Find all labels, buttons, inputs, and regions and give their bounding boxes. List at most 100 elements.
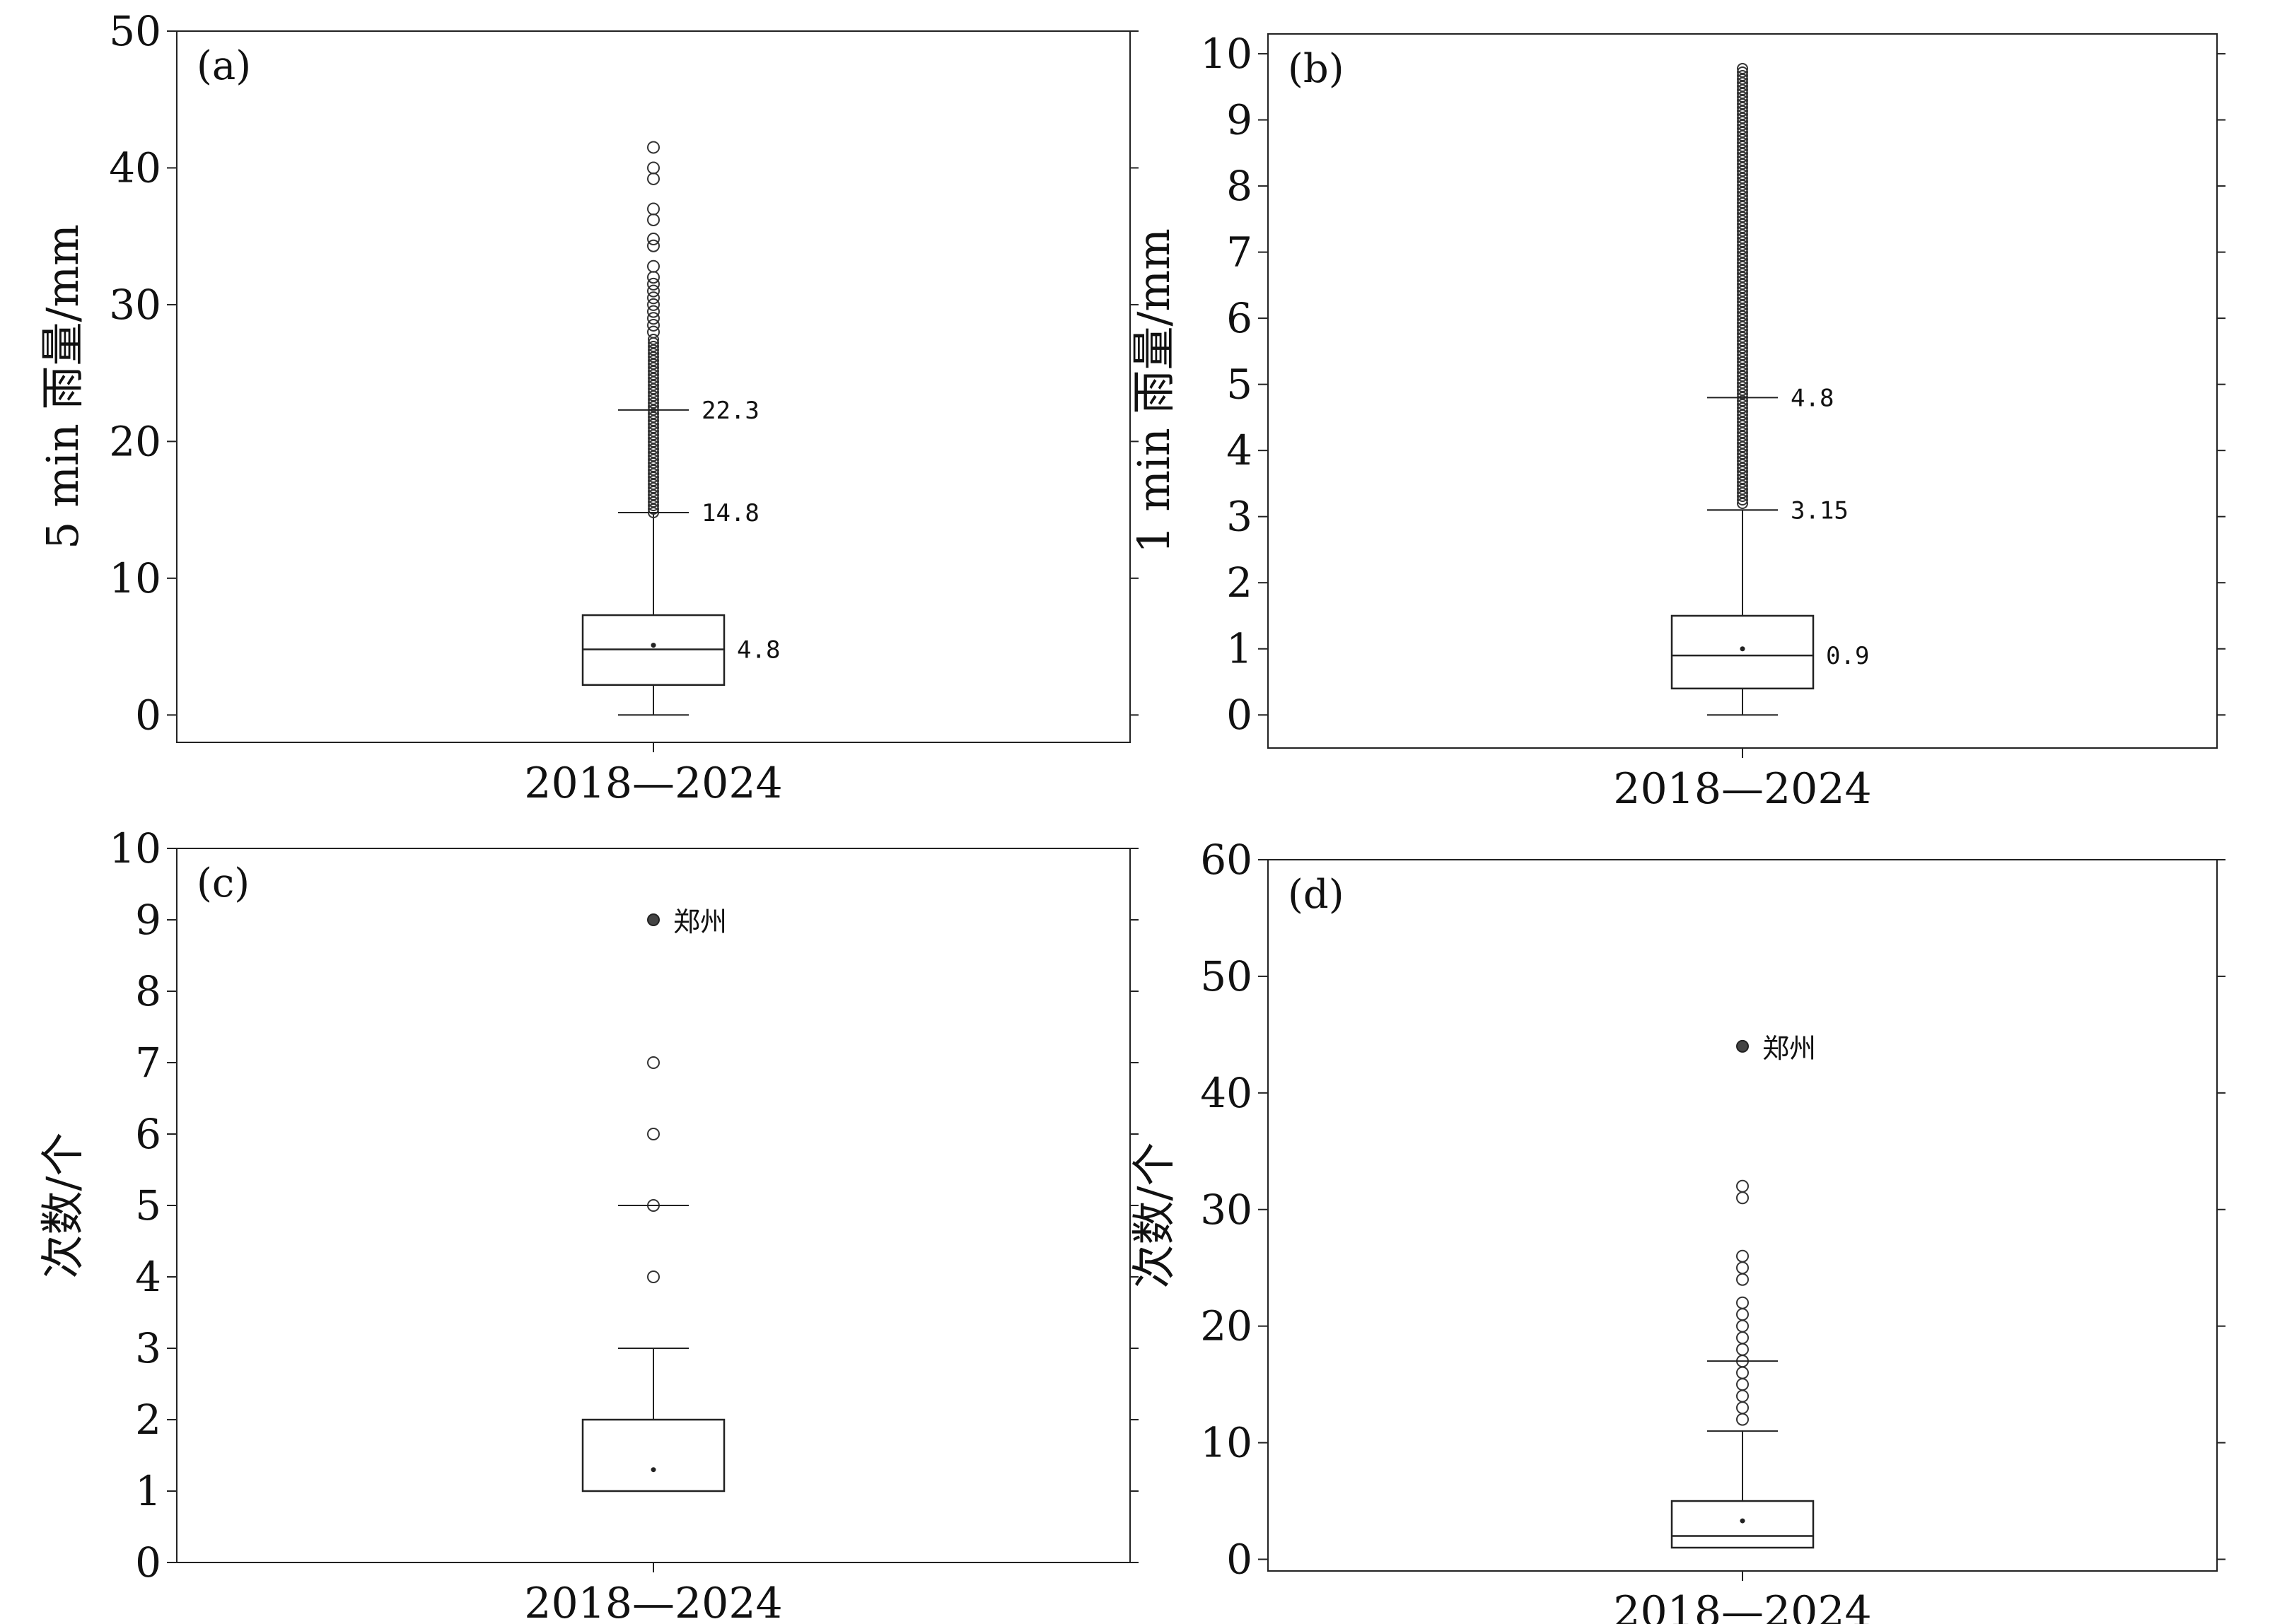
outlier-point: [647, 284, 660, 298]
panel-tag: (a): [197, 43, 251, 89]
outlier-point: [1736, 1249, 1749, 1263]
x-category-label: 2018—2024: [1613, 764, 1871, 814]
median-value-label: 4.8: [737, 636, 780, 664]
mean-marker: [1740, 646, 1745, 652]
outlier-point: [647, 172, 660, 185]
mean-marker: [1740, 1518, 1745, 1524]
outlier-point: [1737, 359, 1748, 371]
outlier-point: [1737, 366, 1748, 378]
outlier-point: [1736, 1191, 1749, 1205]
outlier-point: [647, 1056, 660, 1069]
median-value-label: 0.9: [1826, 642, 1869, 670]
outlier-point: [1736, 1389, 1749, 1403]
y-tick-label: 1: [135, 1467, 161, 1515]
y-tick-label: 20: [109, 417, 161, 465]
outlier-point: [647, 298, 660, 311]
y-tick-label: 4: [1226, 426, 1252, 474]
x-category-label: 2018—2024: [1613, 1587, 1871, 1624]
outlier-point: [648, 340, 659, 352]
x-category-label: 2018—2024: [524, 759, 782, 808]
y-tick-label: 1: [1226, 625, 1252, 673]
y-tick-label: 5: [1226, 361, 1252, 409]
outlier-point: [1736, 1366, 1749, 1379]
y-tick-label: 7: [135, 1039, 161, 1087]
outlier-point: [1736, 1296, 1749, 1309]
highlight-outlier-point: [647, 913, 660, 926]
y-tick-label: 10: [109, 554, 161, 602]
y-axis-label: 1 min 雨量/mm: [1128, 228, 1180, 554]
y-axis-label: 次数/个: [37, 1133, 88, 1279]
outlier-point: [647, 325, 660, 339]
outlier-point: [647, 1128, 660, 1140]
outlier-point: [647, 318, 660, 332]
highlight-outlier-label: 郑州: [673, 906, 727, 937]
outlier-point: [647, 1270, 660, 1283]
iqr-box: [581, 1418, 726, 1492]
outlier-point: [647, 291, 660, 305]
reference-value-label: 14.8: [702, 499, 760, 527]
y-tick-label: 2: [1226, 559, 1252, 607]
reference-value-label: 4.8: [1791, 384, 1834, 412]
y-tick-label: 30: [1200, 1186, 1252, 1234]
y-tick-label: 60: [1200, 836, 1252, 884]
outlier-point: [1736, 1179, 1749, 1193]
panel-c: 0 1 2 3 4 5 6 7 8 9 10 2018—2024 次数/个 (c) 郑州: [37, 824, 1139, 1624]
outlier-point: [647, 141, 660, 154]
y-tick-label: 10: [1200, 1419, 1252, 1467]
x-category-label: 2018—2024: [524, 1579, 782, 1624]
y-tick-label: 2: [135, 1396, 161, 1444]
outlier-point: [647, 213, 660, 226]
highlight-outlier-point: [1736, 1039, 1749, 1053]
panel-tag: (d): [1288, 872, 1344, 918]
y-tick-label: 8: [135, 967, 161, 1015]
outlier-point: [1736, 1401, 1749, 1415]
y-tick-label: 5: [135, 1181, 161, 1229]
panel-b: 0 1 2 3 4 5 6 7 8 9 10 2018—2024 1 min 雨量/mm (b) 0.9 3.…: [1128, 30, 2225, 814]
outlier-point: [1736, 1261, 1749, 1275]
outlier-point: [647, 161, 660, 175]
y-axis-label: 次数/个: [1128, 1143, 1180, 1289]
outlier-point: [647, 305, 660, 318]
outlier-point: [1736, 1343, 1749, 1356]
y-tick-label: 6: [1226, 294, 1252, 342]
y-tick-label: 0: [1226, 691, 1252, 739]
outlier-point: [647, 312, 660, 325]
outlier-point: [1737, 69, 1748, 81]
y-tick-label: 0: [135, 691, 161, 739]
mean-marker: [651, 1467, 656, 1473]
y-tick-label: 7: [1226, 228, 1252, 276]
y-tick-label: 40: [1200, 1069, 1252, 1117]
outlier-point: [1736, 1273, 1749, 1286]
panel-tag: (c): [197, 860, 250, 906]
y-tick-label: 9: [1226, 96, 1252, 144]
y-tick-label: 6: [135, 1110, 161, 1158]
mean-marker: [651, 643, 656, 648]
outlier-point: [1737, 363, 1748, 375]
y-tick-label: 50: [1200, 952, 1252, 1000]
outlier-point: [1737, 66, 1748, 78]
y-tick-label: 3: [1226, 493, 1252, 541]
y-axis-label: 5 min 雨量/mm: [37, 224, 88, 549]
outlier-point: [647, 202, 660, 216]
y-tick-label: 10: [109, 824, 161, 872]
outlier-point: [647, 277, 660, 291]
outlier-point: [647, 271, 660, 284]
outlier-point: [1736, 1319, 1749, 1333]
y-tick-label: 50: [109, 7, 161, 55]
y-tick-label: 10: [1200, 30, 1252, 78]
panel-tag: (b): [1288, 46, 1344, 92]
outlier-point: [1736, 1331, 1749, 1345]
outlier-point: [648, 333, 659, 345]
outlier-point: [1736, 1413, 1749, 1426]
y-tick-label: 4: [135, 1253, 161, 1301]
outlier-point: [1736, 1378, 1749, 1391]
outlier-point: [1737, 62, 1748, 74]
reference-value-label: 22.3: [702, 397, 760, 425]
y-tick-label: 9: [135, 896, 161, 944]
y-tick-label: 40: [109, 144, 161, 192]
y-tick-label: 3: [135, 1324, 161, 1372]
iqr-box: [1670, 1500, 1815, 1549]
outlier-point: [647, 259, 660, 273]
y-tick-label: 20: [1200, 1302, 1252, 1350]
